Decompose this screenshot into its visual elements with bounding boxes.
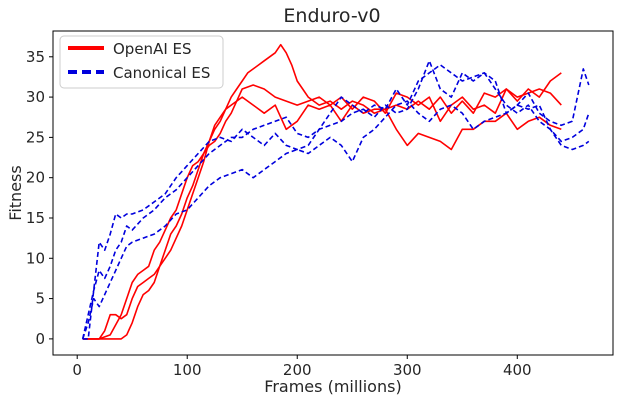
legend-label-canonical: Canonical ES xyxy=(113,64,210,82)
plot-frame xyxy=(52,30,614,356)
y-tick-label: 20 xyxy=(26,169,45,187)
x-tick-label: 300 xyxy=(393,361,422,379)
x-tick-label: 200 xyxy=(283,361,312,379)
x-axis-label: Frames (millions) xyxy=(264,377,401,396)
x-axis-ticks: 0 100 200 300 400 xyxy=(72,355,532,379)
y-axis-ticks: 0 5 10 15 20 25 30 35 xyxy=(26,48,53,348)
y-tick-label: 15 xyxy=(26,209,45,227)
x-tick-label: 0 xyxy=(72,361,82,379)
plot-area xyxy=(81,43,590,340)
y-axis-label: Fitness xyxy=(6,165,25,220)
y-tick-label: 5 xyxy=(35,290,45,308)
x-tick-label: 100 xyxy=(173,361,202,379)
chart-title: Enduro-v0 xyxy=(283,5,380,27)
openai-es-run-line xyxy=(82,43,562,340)
canonical-es-run-line xyxy=(81,59,590,340)
y-tick-label: 25 xyxy=(26,128,45,146)
x-tick-label: 400 xyxy=(503,361,532,379)
legend-label-openai: OpenAI ES xyxy=(113,40,192,58)
canonical-es-run-line xyxy=(81,68,590,340)
openai-es-run-line xyxy=(82,96,562,340)
y-tick-label: 35 xyxy=(26,48,45,66)
canonical-es-run-line xyxy=(82,64,590,340)
legend: OpenAI ES Canonical ES xyxy=(59,35,224,89)
y-tick-label: 10 xyxy=(26,249,45,267)
y-tick-label: 0 xyxy=(35,330,45,348)
y-tick-label: 30 xyxy=(26,88,45,106)
openai-es-run-line xyxy=(82,84,562,340)
